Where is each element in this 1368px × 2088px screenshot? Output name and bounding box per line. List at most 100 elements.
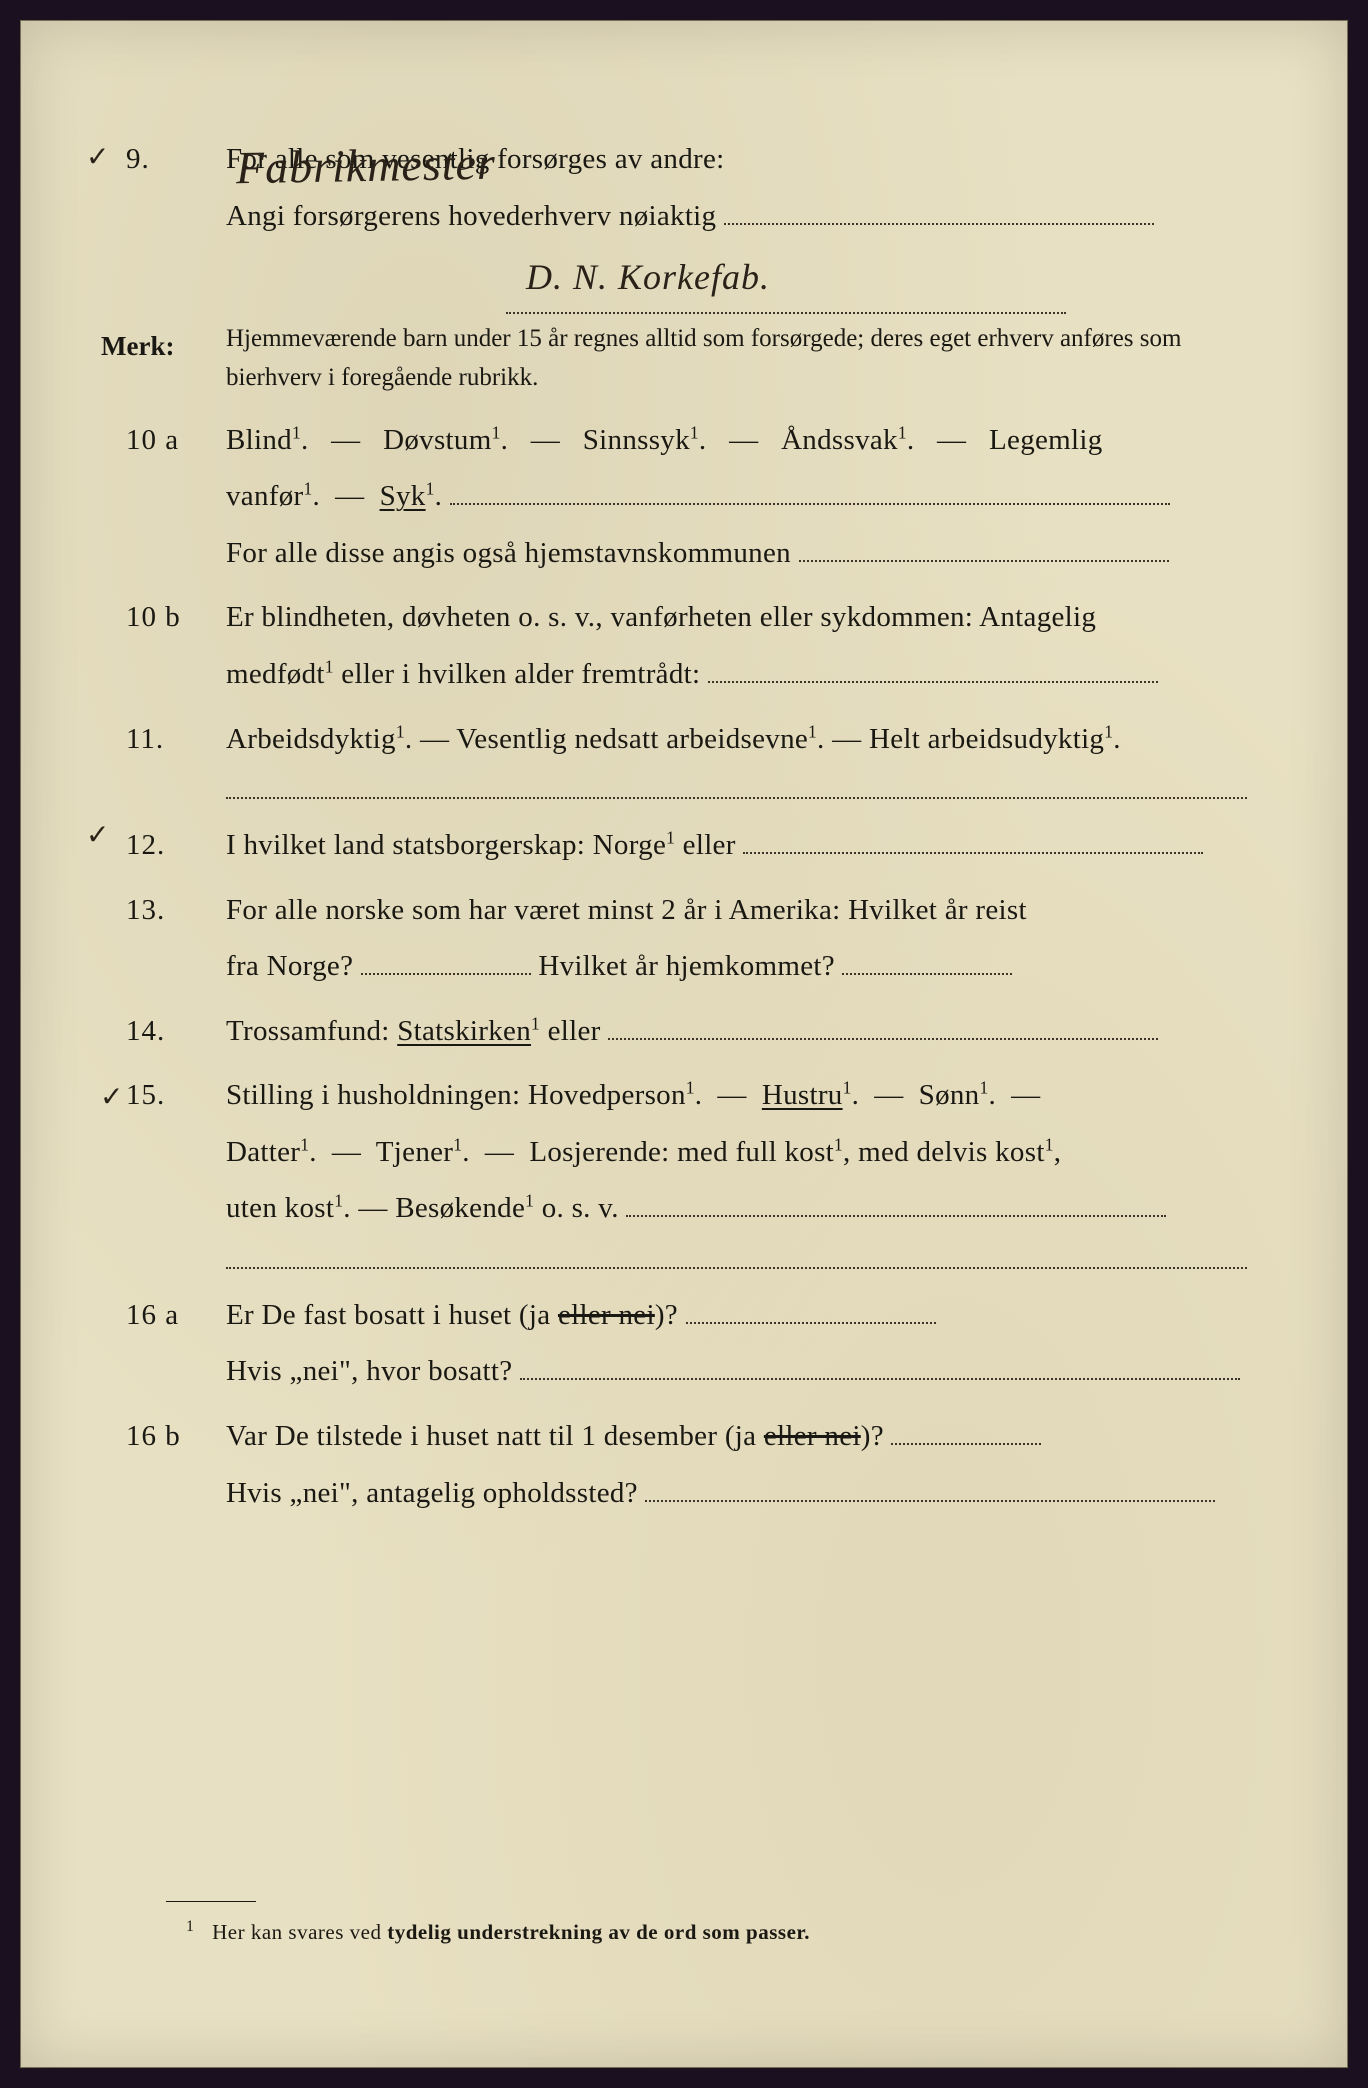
question-11: 11. Arbeidsdyktig1. — Vesentlig nedsatt … — [136, 711, 1247, 768]
q14-statskirken-underlined: Statskirken — [397, 1015, 531, 1047]
q10b-number: 10 b — [126, 589, 181, 646]
q12-eller: eller — [675, 829, 736, 861]
footnote-num: 1 — [186, 1918, 194, 1935]
q13-text2b: Hvilket år hjemkommet? — [538, 950, 835, 982]
q11-opt3: Helt arbeidsudyktig — [869, 723, 1104, 755]
q16b-text1a: Var De tilstede i huset natt til 1 desem… — [226, 1420, 764, 1452]
q15-fill — [626, 1183, 1166, 1218]
question-10a: 10 a Blind1. — Døvstum1. — Sinnssyk1. — … — [136, 412, 1247, 582]
q14-number: 14. — [126, 1003, 165, 1060]
footnote: 1 Her kan svares ved tydelig understrekn… — [186, 1912, 1247, 1953]
q12-fill — [743, 819, 1203, 854]
question-16b: 16 b Var De tilstede i huset natt til 1 … — [136, 1408, 1247, 1521]
q10b-text2rest: eller i hvilken alder fremtrådt: — [334, 658, 701, 690]
q12-number: 12. — [126, 817, 165, 874]
q10b-body: Er blindheten, døvheten o. s. v., vanfør… — [136, 589, 1247, 702]
q16b-fill1 — [891, 1410, 1041, 1445]
q10a-opt-legemlig: Legemlig — [989, 424, 1103, 456]
q15-datter: Datter — [226, 1136, 300, 1168]
q9-handwritten-employer: D. N. Korkefab. — [526, 257, 770, 297]
q10b-text1: Er blindheten, døvheten o. s. v., vanfør… — [226, 601, 1096, 633]
checkmark-icon: ✓ — [86, 131, 109, 186]
question-12: ✓ 12. I hvilket land statsborgerskap: No… — [136, 817, 1247, 874]
q16b-text1b: )? — [861, 1420, 884, 1452]
census-form-document: ✓ 9. For alle som vesentlig forsørges av… — [20, 20, 1348, 2068]
q12-body: I hvilket land statsborgerskap: Norge1 e… — [136, 817, 1247, 874]
q10a-opt-andssvak: Åndssvak — [781, 424, 898, 456]
q10b-medfodt: medfødt — [226, 658, 325, 690]
merk-note: Merk: Hjemmeværende barn under 15 år reg… — [136, 320, 1247, 398]
q11-number: 11. — [126, 711, 164, 768]
question-15: ✓ 15. Stilling i husholdningen: Hovedper… — [136, 1067, 1247, 1237]
q16a-number: 16 a — [126, 1287, 179, 1344]
q15-tjener: Tjener — [376, 1136, 453, 1168]
q9-handwritten-occupation: Fabrikmester — [235, 119, 496, 213]
q10a-body: Blind1. — Døvstum1. — Sinnssyk1. — Åndss… — [136, 412, 1247, 582]
question-16a: 16 a Er De fast bosatt i huset (ja eller… — [136, 1287, 1247, 1400]
footnote-bold: tydelig understrekning av de ord som pas… — [387, 1920, 810, 1944]
q10a-opt-dovstum: Døvstum — [383, 424, 491, 456]
q10a-number: 10 a — [126, 412, 179, 469]
q15-besokende: Besøkende — [395, 1192, 525, 1224]
question-10b: 10 b Er blindheten, døvheten o. s. v., v… — [136, 589, 1247, 702]
question-9: ✓ 9. For alle som vesentlig forsørges av… — [136, 131, 1247, 244]
q10a-fill2 — [799, 527, 1169, 562]
q13-fill2 — [842, 940, 1012, 975]
q15-utenkost: uten kost — [226, 1192, 334, 1224]
q11-body: Arbeidsdyktig1. — Vesentlig nedsatt arbe… — [136, 711, 1247, 768]
q16a-text1b: )? — [655, 1299, 678, 1331]
q16b-fill2 — [645, 1467, 1215, 1502]
q13-text1: For alle norske som har været minst 2 år… — [226, 894, 1027, 926]
q16b-number: 16 b — [126, 1408, 181, 1465]
q15-text1: Stilling i husholdningen: Hovedperson — [226, 1079, 686, 1111]
q10a-fill — [450, 471, 1170, 506]
checkmark-icon: ✓ — [86, 809, 109, 864]
q15-sonn: Sønn — [919, 1079, 980, 1111]
q16a-fill2 — [520, 1346, 1240, 1381]
q15-delvis: , med delvis kost — [843, 1136, 1045, 1168]
q13-number: 13. — [126, 882, 165, 939]
q14-text: Trossamfund: — [226, 1015, 397, 1047]
q16a-fill1 — [686, 1289, 936, 1324]
q14-eller: eller — [540, 1015, 601, 1047]
q14-fill — [608, 1005, 1158, 1040]
q15-osv: o. s. v. — [534, 1192, 619, 1224]
q10a-opt-sinnssyk: Sinnssyk — [583, 424, 690, 456]
q16b-struck: eller nei — [764, 1420, 861, 1452]
divider-line-2 — [226, 1267, 1247, 1269]
q15-losjerende: Losjerende: med full kost — [529, 1136, 834, 1168]
q10a-opt-blind: Blind — [226, 424, 292, 456]
q9-body: For alle som vesentlig forsørges av andr… — [136, 131, 1247, 244]
q9-fill-line — [724, 190, 1154, 225]
q16b-body: Var De tilstede i huset natt til 1 desem… — [136, 1408, 1247, 1521]
footnote-text: Her kan svares ved — [212, 1920, 387, 1944]
q9-fill-line-2: D. N. Korkefab. — [506, 242, 1066, 314]
footnote-rule — [166, 1901, 256, 1902]
form-content: ✓ 9. For alle som vesentlig forsørges av… — [136, 131, 1247, 1953]
q11-opt1: Arbeidsdyktig — [226, 723, 396, 755]
q12-text: I hvilket land statsborgerskap: Norge — [226, 829, 666, 861]
q16a-text2: Hvis „nei", hvor bosatt? — [226, 1355, 512, 1387]
q10a-syk-underlined: Syk — [380, 480, 426, 512]
q16a-body: Er De fast bosatt i huset (ja eller nei)… — [136, 1287, 1247, 1400]
q16a-struck: eller nei — [558, 1299, 655, 1331]
q11-opt2: Vesentlig nedsatt arbeidsevne — [456, 723, 808, 755]
q15-body: Stilling i husholdningen: Hovedperson1. … — [136, 1067, 1247, 1237]
q15-number: 15. — [126, 1067, 165, 1124]
q13-body: For alle norske som har været minst 2 år… — [136, 882, 1247, 995]
q13-text2a: fra Norge? — [226, 950, 353, 982]
q10a-line3: For alle disse angis også hjemstavnskomm… — [226, 537, 791, 569]
q10a-vanfor: vanfør — [226, 480, 304, 512]
q16b-text2: Hvis „nei", antagelig opholdssted? — [226, 1477, 638, 1509]
q13-fill1 — [361, 940, 531, 975]
q9-number: 9. — [126, 131, 150, 188]
divider-line-1 — [226, 797, 1247, 799]
question-14: 14. Trossamfund: Statskirken1 eller — [136, 1003, 1247, 1060]
merk-text: Hjemmeværende barn under 15 år regnes al… — [136, 320, 1247, 398]
merk-label: Merk: — [101, 320, 174, 373]
q10b-fill — [708, 648, 1158, 683]
checkmark-icon: ✓ — [100, 1071, 123, 1126]
question-13: 13. For alle norske som har været minst … — [136, 882, 1247, 995]
q16a-text1a: Er De fast bosatt i huset (ja — [226, 1299, 558, 1331]
q15-hustru-underlined: Hustru — [762, 1079, 843, 1111]
